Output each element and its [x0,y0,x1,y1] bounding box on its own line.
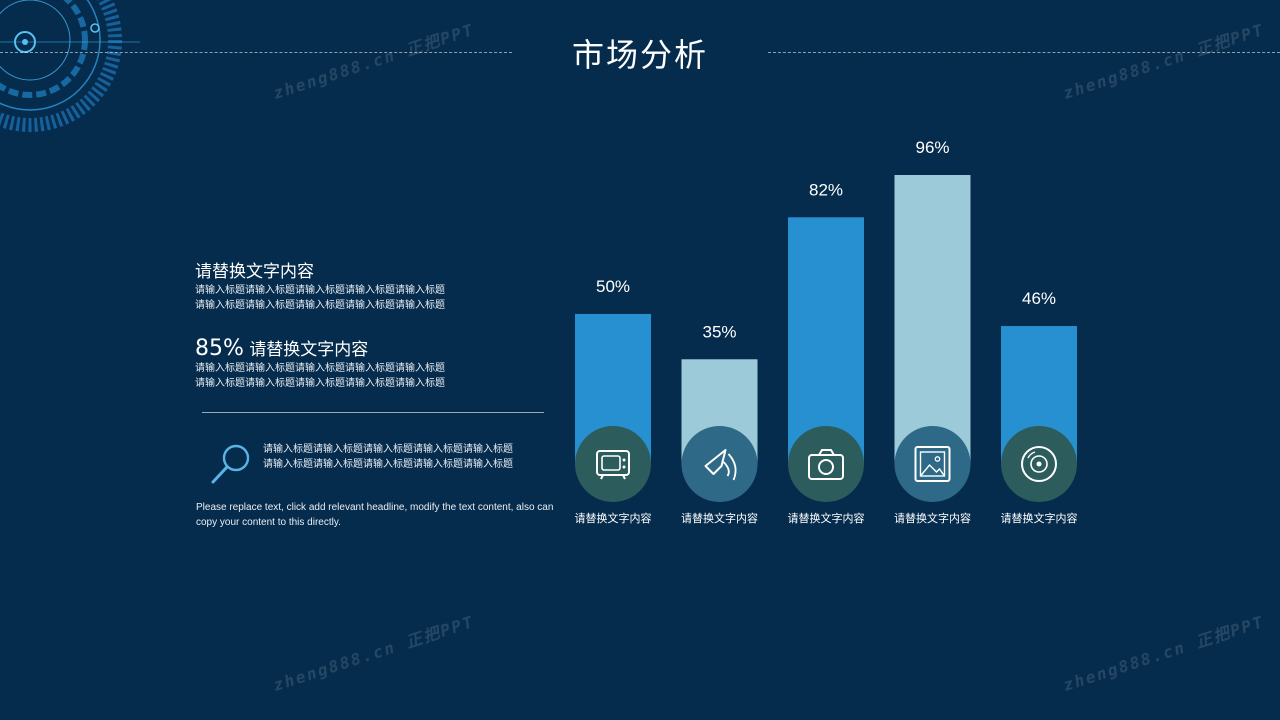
block-1-line: 请输入标题请输入标题请输入标题请输入标题请输入标题 [195,300,445,311]
bar [894,175,971,465]
block-2-title: 请替换文字内容 [249,340,369,360]
title-rule-right [768,52,1280,53]
icon-circle [575,426,651,502]
bar-value-label: 96% [915,138,949,157]
icon-circle [894,426,971,502]
block-2-line: 请输入标题请输入标题请输入标题请输入标题请输入标题 [195,363,445,374]
disc-icon [1021,446,1057,482]
tv-icon [596,450,630,480]
block-2-heading: 85% 请替换文字内容 [195,338,495,361]
search-block-line: 请输入标题请输入标题请输入标题请输入标题请输入标题 [263,459,513,470]
category-label: 请替换文字内容 [1001,511,1078,525]
bar-value-label: 46% [1022,289,1056,308]
bar-value-label: 82% [809,180,843,199]
tech-circle-decoration [0,0,140,132]
watermark: zheng888.cn 正把PPT [270,611,477,695]
icon-circle [681,426,758,502]
watermark: zheng888.cn 正把PPT [1060,611,1267,695]
bar-value-label: 50% [596,277,630,296]
bar [788,217,864,465]
english-description: Please replace text, click add relevant … [196,502,554,528]
camera-icon [808,449,844,480]
picture-icon [914,446,951,482]
search-block-line: 请输入标题请输入标题请输入标题请输入标题请输入标题 [263,444,513,455]
text-block-2: 85% 请替换文字内容 请输入标题请输入标题请输入标题请输入标题请输入标题 请输… [195,338,495,391]
watermark: zheng888.cn 正把PPT [270,19,477,103]
block-1-title: 请替换文字内容 [195,262,314,282]
icon-circle [788,426,864,502]
category-label: 请替换文字内容 [788,511,865,525]
slide-title: 市场分析 [571,36,708,74]
bar-value-label: 35% [702,322,736,341]
divider [202,412,544,413]
bar [575,313,651,465]
block-2-percent: 85% [195,336,244,361]
bar [681,359,758,465]
category-label: 请替换文字内容 [894,511,971,525]
speaker-icon [704,449,737,481]
text-block-1: 请替换文字内容 请输入标题请输入标题请输入标题请输入标题请输入标题 请输入标题请… [195,261,495,313]
search-block-text: 请输入标题请输入标题请输入标题请输入标题请输入标题 请输入标题请输入标题请输入标… [263,442,513,472]
category-label: 请替换文字内容 [575,511,652,525]
block-2-line: 请输入标题请输入标题请输入标题请输入标题请输入标题 [195,378,445,389]
bar [1001,326,1077,465]
icon-circle [1001,426,1077,502]
category-label: 请替换文字内容 [681,511,758,525]
magnifier-icon [211,444,250,484]
watermark: zheng888.cn 正把PPT [1060,19,1267,103]
block-1-line: 请输入标题请输入标题请输入标题请输入标题请输入标题 [195,285,445,296]
title-rule-left [0,52,512,53]
